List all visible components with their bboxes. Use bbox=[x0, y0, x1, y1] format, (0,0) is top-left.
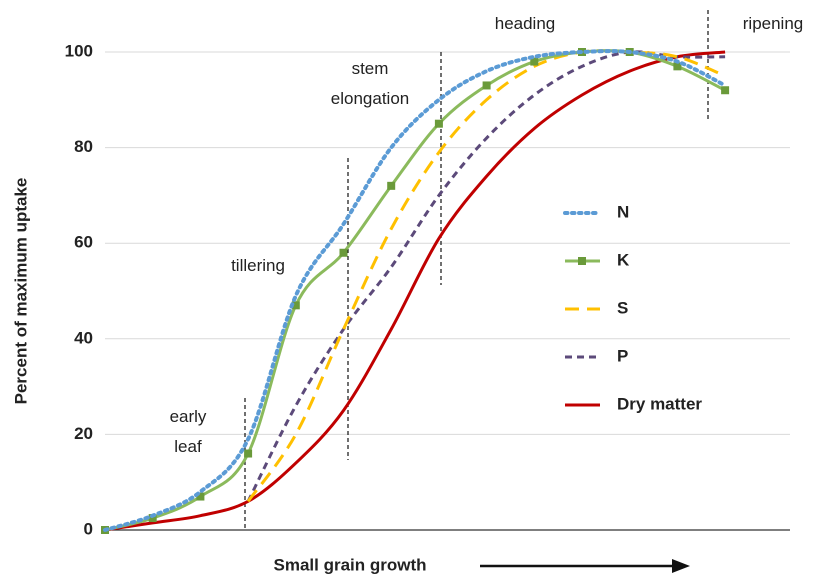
point-marker bbox=[673, 62, 682, 71]
point-marker bbox=[244, 449, 253, 458]
series-line bbox=[104, 50, 726, 532]
point-marker bbox=[148, 514, 157, 523]
y-tick-label: 100 bbox=[65, 41, 93, 60]
stage-label-line: elongation bbox=[331, 89, 409, 108]
stage-label-line: ripening bbox=[743, 14, 804, 33]
point-marker bbox=[196, 492, 205, 501]
series-line bbox=[246, 50, 726, 502]
point-marker bbox=[434, 119, 443, 128]
y-tick-label: 20 bbox=[74, 424, 93, 443]
stage-label-line: heading bbox=[495, 14, 556, 33]
stage-label-line: stem bbox=[352, 59, 389, 78]
y-tick-label: 40 bbox=[74, 328, 93, 347]
stage-label: early leaf bbox=[170, 407, 207, 456]
point-marker bbox=[339, 248, 348, 257]
stage-label-line: leaf bbox=[174, 437, 202, 456]
legend-label: S bbox=[617, 298, 628, 317]
y-tick-label: 80 bbox=[74, 137, 93, 156]
point-marker bbox=[721, 86, 730, 95]
point-marker bbox=[387, 181, 396, 190]
point-marker bbox=[291, 301, 300, 310]
stage-label: tillering bbox=[231, 256, 285, 275]
point-marker bbox=[530, 57, 539, 66]
series-line bbox=[246, 49, 726, 503]
legend-label: P bbox=[617, 346, 628, 365]
legend-label: N bbox=[617, 202, 629, 221]
x-arrow-head bbox=[672, 559, 690, 573]
point-marker bbox=[482, 81, 491, 90]
y-tick-label: 60 bbox=[74, 233, 93, 252]
legend-label: K bbox=[617, 250, 630, 269]
y-axis-label: Percent of maximum uptake bbox=[11, 178, 30, 405]
stage-label-line: tillering bbox=[231, 256, 285, 275]
x-axis-label: Small grain growth bbox=[273, 555, 426, 574]
stage-label-line: early bbox=[170, 407, 207, 426]
legend-label: Dry matter bbox=[617, 394, 702, 413]
y-tick-label: 0 bbox=[84, 519, 93, 538]
legend-marker bbox=[578, 257, 586, 265]
stage-label: stem elongation bbox=[331, 59, 409, 108]
series-line bbox=[103, 49, 728, 532]
stage-label: heading bbox=[495, 14, 556, 33]
stage-label: ripening bbox=[743, 14, 804, 33]
